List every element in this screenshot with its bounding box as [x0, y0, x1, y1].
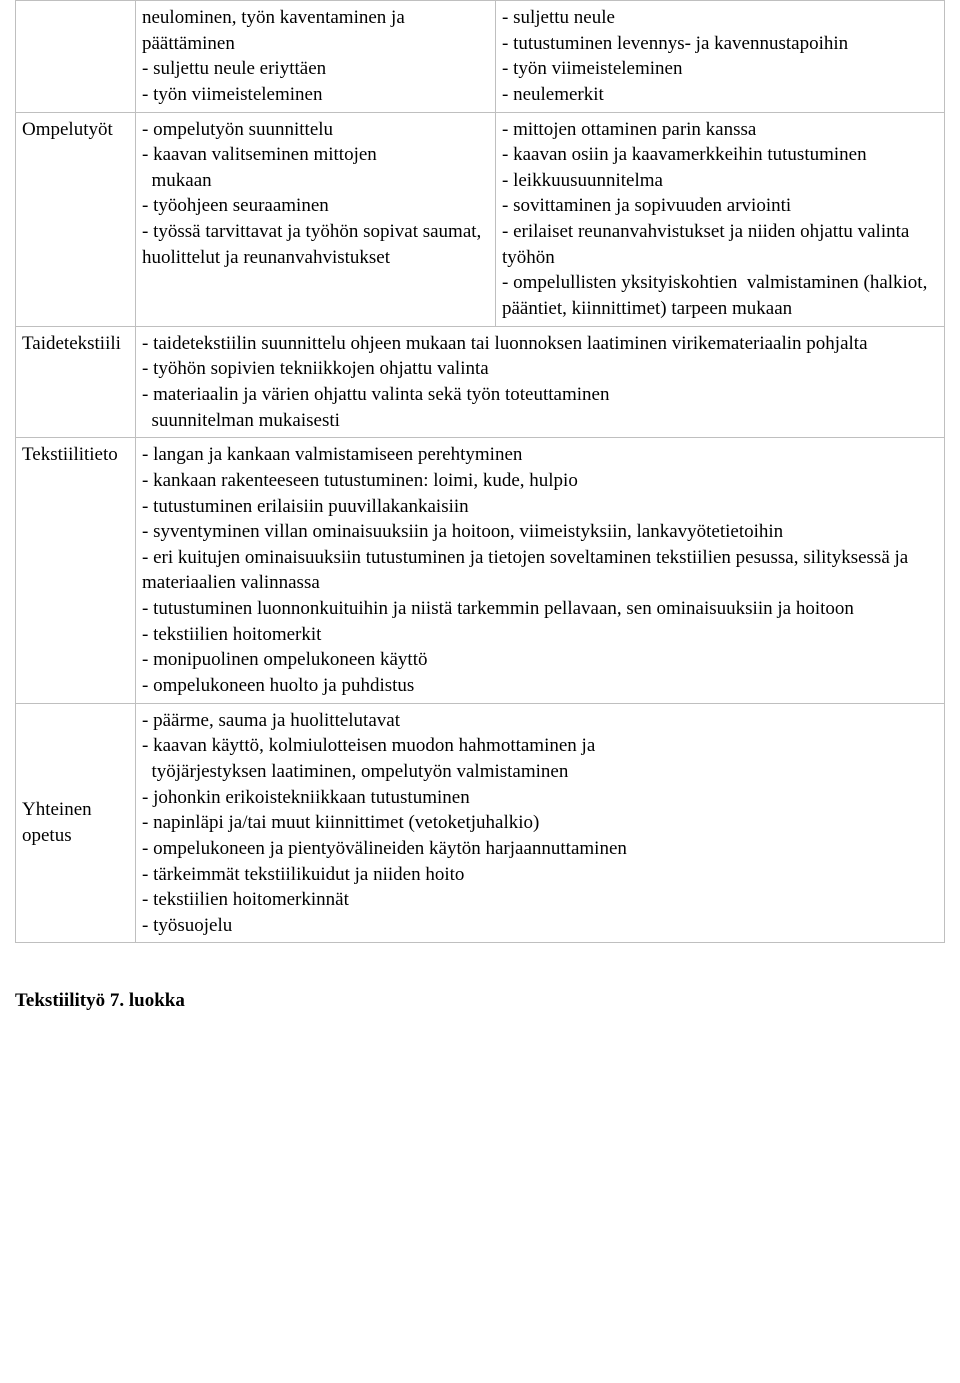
section-heading: Tekstiilityö 7. luokka	[15, 988, 945, 1014]
row-label-cell: Tekstiilitieto	[16, 438, 136, 703]
row-label-cell: Taidetekstiili	[16, 326, 136, 438]
row-label: Yhteinen opetus	[22, 797, 129, 848]
table-row: Ompelutyöt - ompelutyön suunnittelu - ka…	[16, 112, 945, 326]
row-label-cell: Ompelutyöt	[16, 112, 136, 326]
row-label: Ompelutyöt	[22, 117, 129, 143]
row-label-cell	[16, 1, 136, 113]
row-label: Tekstiilitieto	[22, 442, 129, 468]
table-row: neulominen, työn kaventaminen ja päättäm…	[16, 1, 945, 113]
cell-merged: - taidetekstiilin suunnittelu ohjeen muk…	[136, 326, 945, 438]
table-row: Yhteinen opetus - päärme, sauma ja huoli…	[16, 703, 945, 943]
cell-text: - taidetekstiilin suunnittelu ohjeen muk…	[142, 331, 938, 434]
table-row: Tekstiilitieto - langan ja kankaan valmi…	[16, 438, 945, 703]
cell-text: - langan ja kankaan valmistamiseen pereh…	[142, 442, 938, 698]
cell-merged: - langan ja kankaan valmistamiseen pereh…	[136, 438, 945, 703]
cell-merged: - päärme, sauma ja huolittelutavat - kaa…	[136, 703, 945, 943]
curriculum-table: neulominen, työn kaventaminen ja päättäm…	[15, 0, 945, 943]
cell-text: - mittojen ottaminen parin kanssa - kaav…	[502, 117, 938, 322]
page: neulominen, työn kaventaminen ja päättäm…	[0, 0, 960, 1054]
cell-text: - päärme, sauma ja huolittelutavat - kaa…	[142, 708, 938, 939]
cell-text: neulominen, työn kaventaminen ja päättäm…	[142, 5, 489, 108]
cell-text: - suljettu neule - tutustuminen levennys…	[502, 5, 938, 108]
cell-col3: - mittojen ottaminen parin kanssa - kaav…	[496, 112, 945, 326]
cell-col2: neulominen, työn kaventaminen ja päättäm…	[136, 1, 496, 113]
row-label: Taidetekstiili	[22, 331, 129, 357]
cell-col2: - ompelutyön suunnittelu - kaavan valits…	[136, 112, 496, 326]
row-label-cell: Yhteinen opetus	[16, 703, 136, 943]
cell-col3: - suljettu neule - tutustuminen levennys…	[496, 1, 945, 113]
table-row: Taidetekstiili - taidetekstiilin suunnit…	[16, 326, 945, 438]
cell-text: - ompelutyön suunnittelu - kaavan valits…	[142, 117, 489, 271]
